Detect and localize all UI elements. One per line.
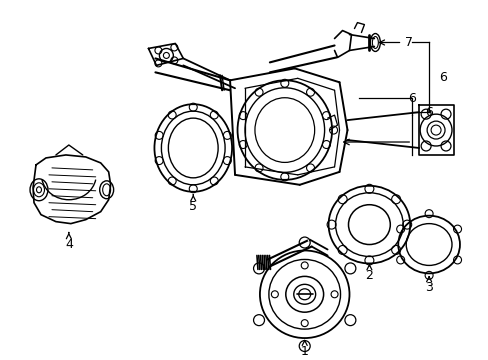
Text: 2: 2 [365,265,372,282]
Text: 4: 4 [65,233,73,251]
Text: 3: 3 [424,277,432,294]
Text: 6: 6 [407,92,415,105]
Text: 6: 6 [424,105,432,119]
Text: 6: 6 [438,71,446,84]
Text: 5: 5 [189,195,197,213]
Text: 7: 7 [379,36,412,49]
Text: 1: 1 [300,341,308,357]
